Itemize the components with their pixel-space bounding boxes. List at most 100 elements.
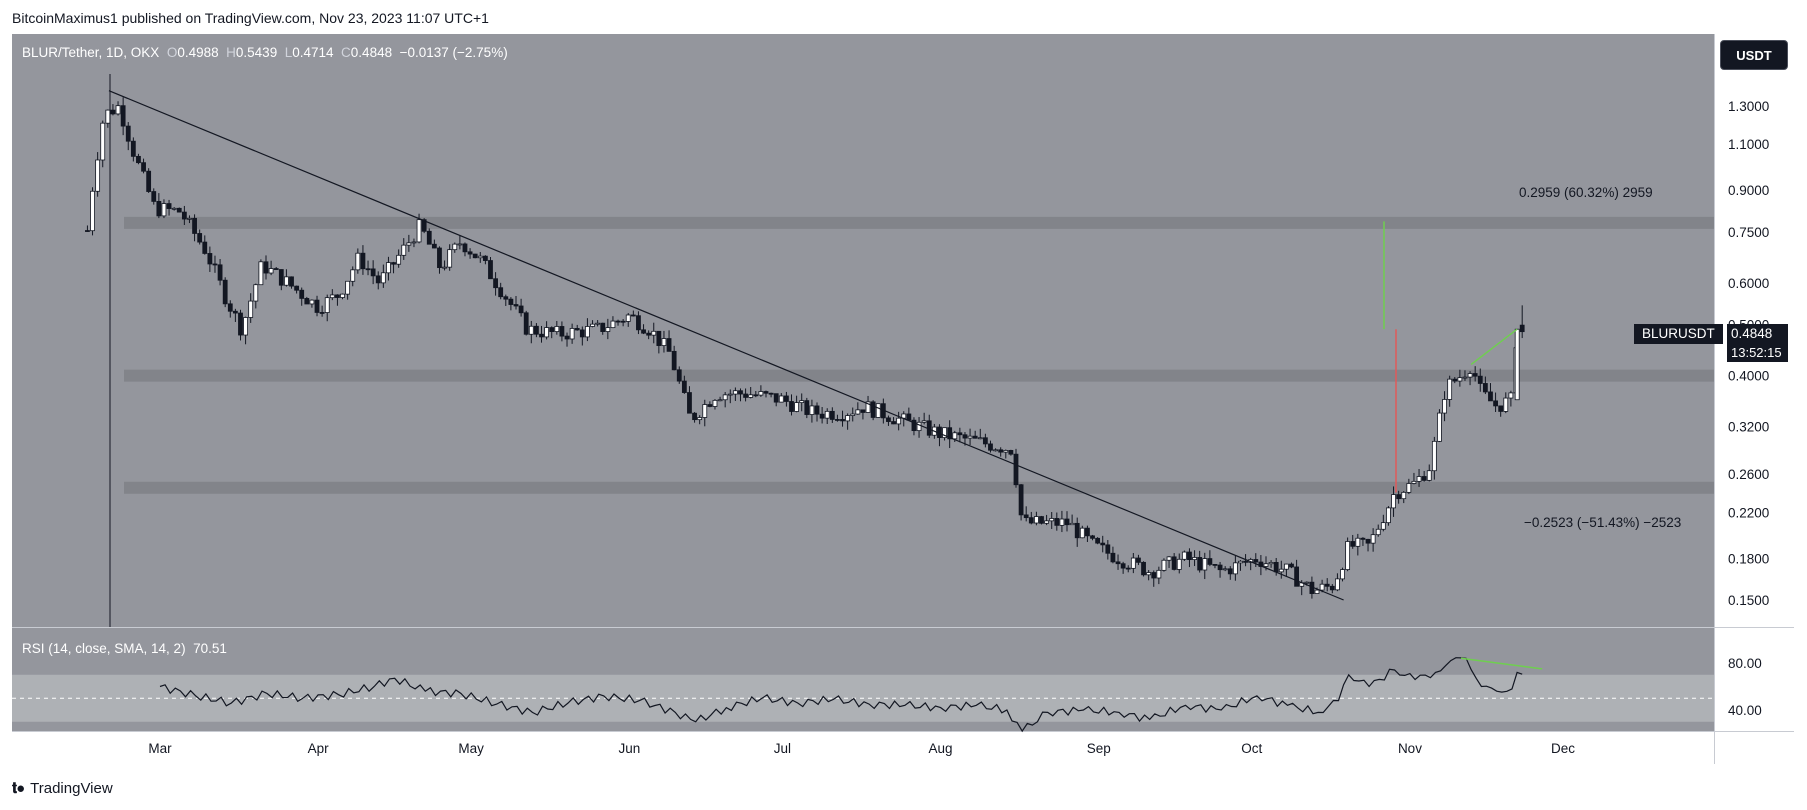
candle-body <box>1069 522 1075 526</box>
candle-body <box>192 217 197 234</box>
candle-body <box>105 109 111 124</box>
date-axis-tick: Oct <box>1241 741 1262 756</box>
candle-body <box>110 109 116 115</box>
date-axis-tick: Nov <box>1398 741 1422 756</box>
date-axis-tick: May <box>458 741 484 756</box>
candle-body <box>1462 376 1468 379</box>
candle-body <box>962 434 968 439</box>
rsi-divergence-line[interactable] <box>1460 657 1543 670</box>
candle-body <box>998 449 1004 453</box>
candle-body <box>819 413 825 419</box>
candle-body <box>1355 537 1361 547</box>
date-axis-bg <box>12 732 1714 764</box>
candle-body <box>380 272 386 284</box>
candle-body <box>681 380 687 393</box>
candle-body <box>1039 516 1044 524</box>
candle-body <box>1187 551 1192 560</box>
candle-body <box>829 410 835 420</box>
candle-body <box>1391 494 1396 509</box>
candle-body <box>365 268 371 271</box>
candle-body <box>569 328 575 340</box>
candle-body <box>401 244 407 256</box>
candle-body <box>1130 557 1136 569</box>
candle-body <box>692 412 697 421</box>
candle-body <box>1243 560 1248 563</box>
price-divergence-line[interactable] <box>1470 328 1518 366</box>
candle-body <box>1227 568 1233 575</box>
candle-body <box>156 201 162 217</box>
candle-body <box>1034 516 1039 524</box>
candle-body <box>967 435 973 439</box>
candle-body <box>1278 568 1284 573</box>
rsi-axis-tick: 40.00 <box>1728 703 1762 718</box>
date-axis-tick: Aug <box>929 741 953 756</box>
candle-body <box>1477 375 1483 384</box>
tradingview-logo[interactable]: 𝐭● TradingView <box>12 780 113 797</box>
candle-body <box>238 312 243 336</box>
descending-trendline[interactable] <box>108 90 1344 601</box>
candle-body <box>95 159 101 192</box>
candle-body <box>743 393 748 398</box>
candle-body <box>304 298 310 305</box>
chart-canvas[interactable]: 1.30001.10000.90000.75000.60000.50000.40… <box>12 34 1794 764</box>
candle-body <box>957 432 963 436</box>
candle-body <box>1442 399 1447 414</box>
candle-body <box>646 332 652 336</box>
candle-body <box>457 243 463 246</box>
rsi-legend-label[interactable]: RSI (14, close, SMA, 14, 2) <box>22 641 186 656</box>
candle-body <box>615 320 621 323</box>
candle-body <box>855 409 861 415</box>
candle-body <box>1238 560 1243 564</box>
candle-body <box>1437 412 1442 442</box>
candle-body <box>1329 585 1335 591</box>
candle-body <box>1003 450 1009 453</box>
candle-body <box>906 413 912 421</box>
legend-high-value: 0.5439 <box>235 45 278 60</box>
candle-body <box>630 314 636 317</box>
candle-body <box>1370 534 1376 544</box>
candle-body <box>1350 541 1356 547</box>
candle-body <box>340 293 345 298</box>
measure-down-label: −0.2523 (−51.43%) −2523 <box>1524 515 1682 530</box>
candle-body <box>1232 562 1238 575</box>
candle-body <box>539 333 544 338</box>
candle-body <box>477 255 483 259</box>
candle-body <box>513 304 519 307</box>
candle-body <box>181 211 187 220</box>
candle-body <box>411 241 417 244</box>
candle-body <box>294 285 300 291</box>
candle-body <box>176 207 182 213</box>
candle-body <box>1074 522 1080 539</box>
candle-body <box>391 262 396 265</box>
candle-body <box>284 276 289 286</box>
price-axis-bg <box>1714 34 1794 764</box>
legend-symbol[interactable]: BLUR/Tether, 1D, OKX <box>22 45 160 60</box>
candle-body <box>345 280 351 295</box>
candle-body <box>722 394 728 401</box>
candle-body <box>534 325 539 335</box>
currency-button[interactable]: USDT <box>1720 40 1788 70</box>
candle-body <box>406 242 412 246</box>
tradingview-brand: TradingView <box>30 780 113 797</box>
candle-body <box>85 230 90 232</box>
candle-body <box>1120 563 1126 569</box>
candle-body <box>253 284 259 302</box>
candle-body <box>666 338 672 352</box>
candle-body <box>1181 551 1187 560</box>
candle-body <box>1324 583 1330 587</box>
candle-body <box>1472 373 1478 377</box>
candle-body <box>467 251 473 255</box>
candle-body <box>503 296 509 300</box>
candle-body <box>625 314 631 322</box>
date-axis-tick: Jul <box>774 741 791 756</box>
candle-body <box>544 327 550 338</box>
candle-body <box>1273 562 1279 573</box>
candle-body <box>1263 563 1269 567</box>
candle-body <box>1064 518 1070 526</box>
candle-body <box>778 395 784 403</box>
price-tag: BLURUSDT 0.4848 13:52:15 <box>1634 324 1788 362</box>
candle-body <box>865 401 871 413</box>
candle-body <box>610 320 616 329</box>
candle-body <box>707 404 713 407</box>
candle-body <box>982 437 988 445</box>
